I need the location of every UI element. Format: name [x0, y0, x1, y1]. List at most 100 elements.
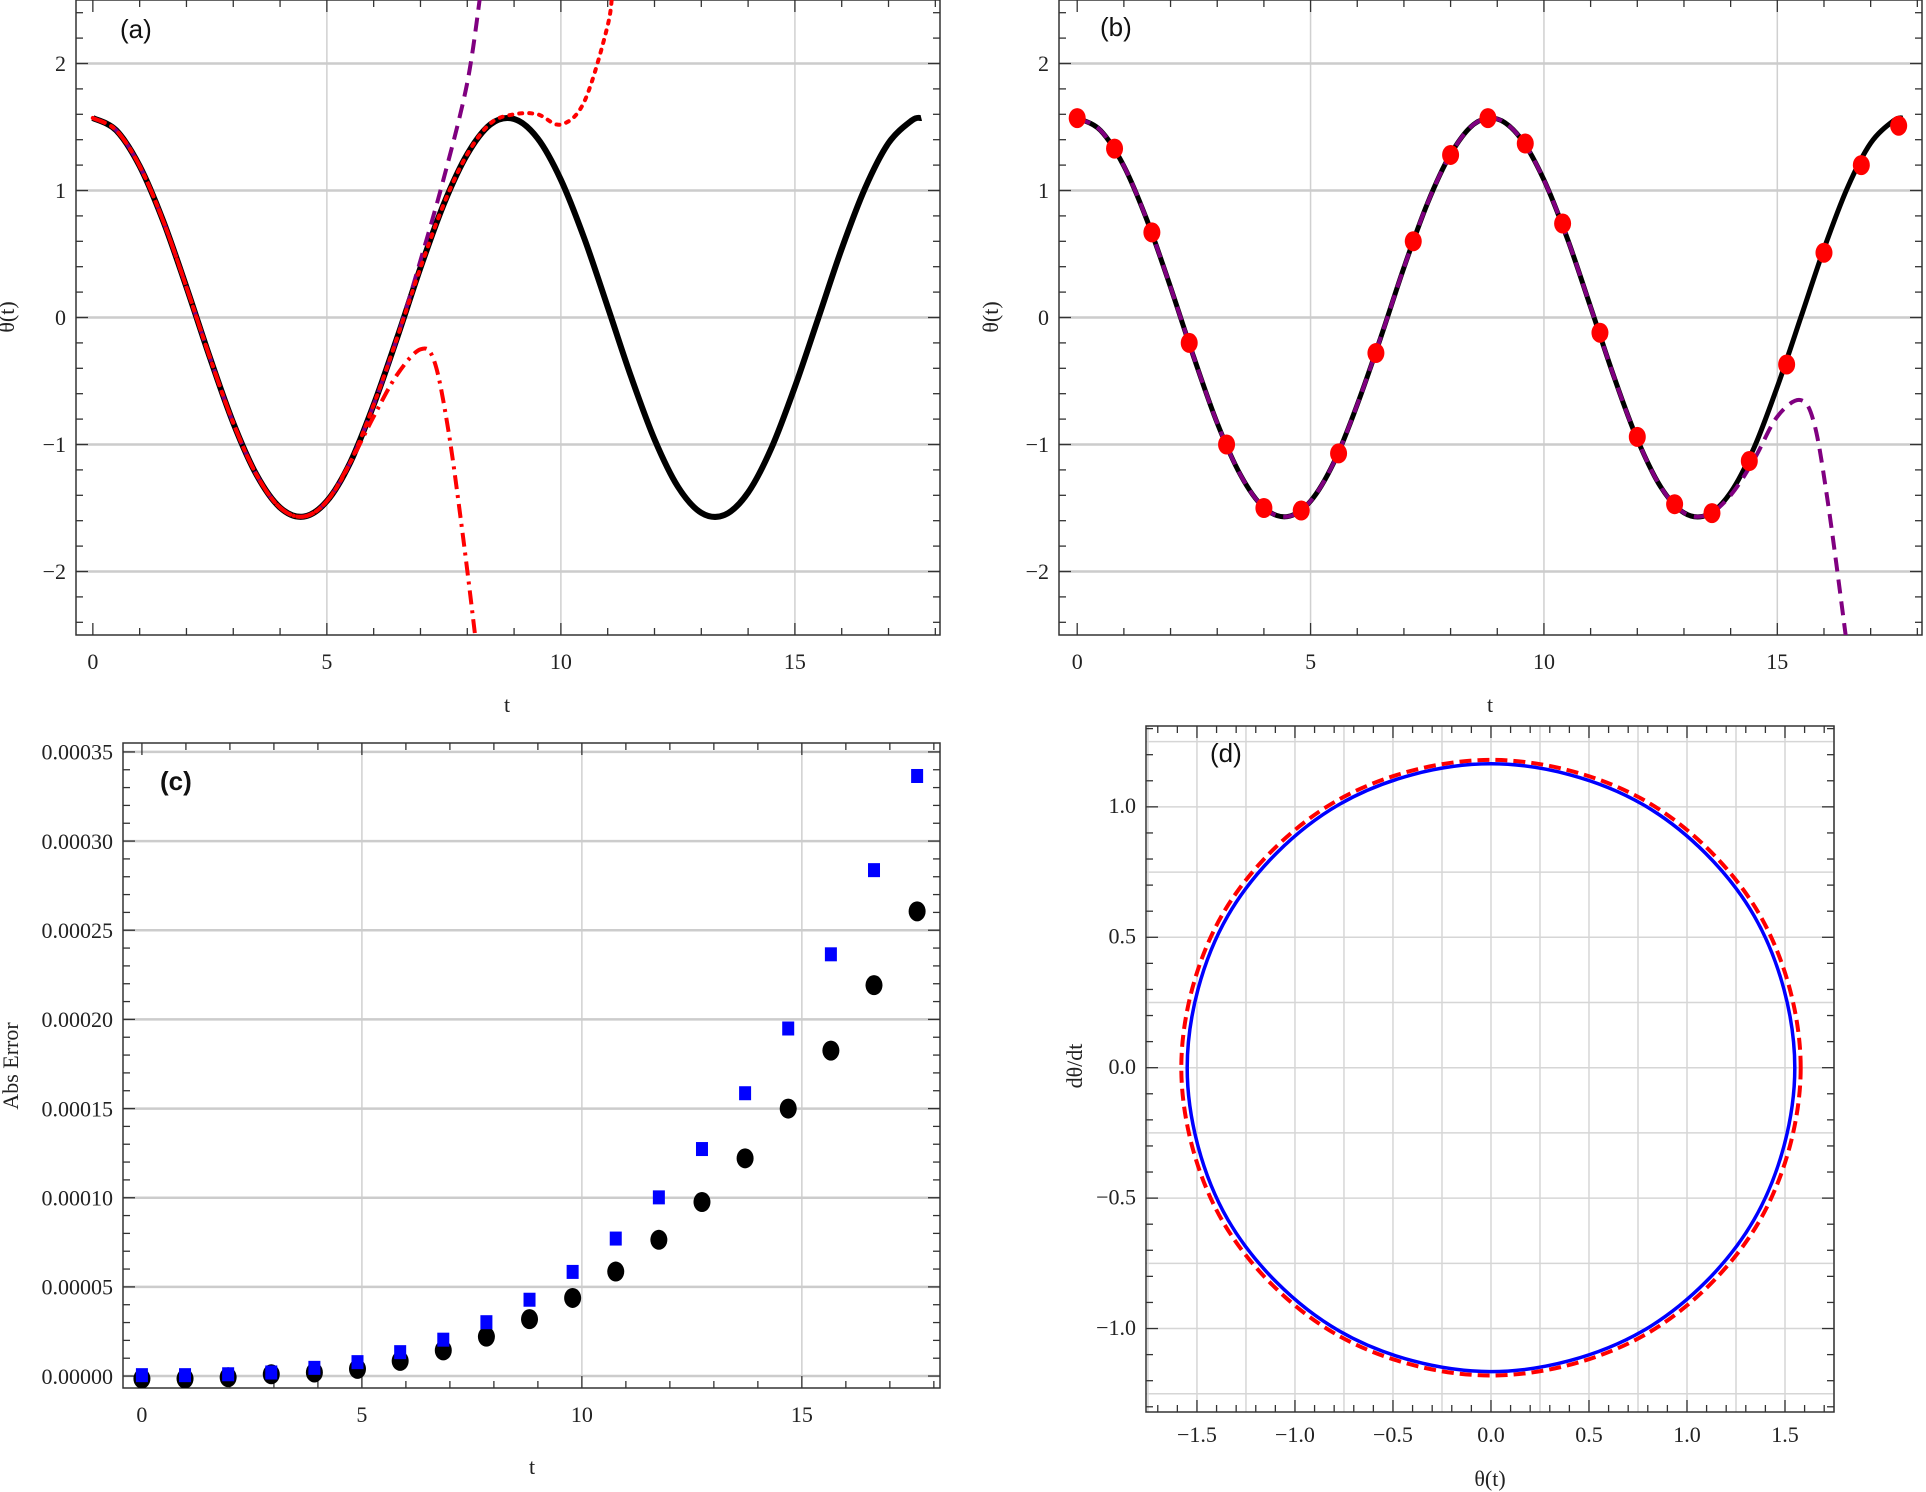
data-point — [739, 1086, 752, 1101]
data-point — [1330, 443, 1348, 464]
panel-label: (d) — [1210, 738, 1242, 768]
series-group — [133, 768, 926, 1388]
x-tick-label: −0.5 — [1373, 1422, 1413, 1447]
data-point — [1516, 133, 1534, 154]
panel-d: −1.5 −1.0 −0.5 0.0 0.5 1.0 1.5 −1.0 −0.5 0.0 0.5 1.… — [1062, 725, 1835, 1491]
data-point — [179, 1368, 192, 1383]
data-point — [1367, 343, 1385, 364]
panel-label: (b) — [1100, 12, 1132, 42]
x-tick-label: 0.0 — [1477, 1422, 1505, 1447]
data-point — [308, 1360, 321, 1375]
data-point — [265, 1365, 278, 1380]
x-tick-label: 0.5 — [1575, 1422, 1603, 1447]
y-tick-label: 1 — [1038, 178, 1049, 203]
data-point — [1180, 332, 1198, 353]
data-point — [607, 1261, 625, 1282]
x-axis-label: θ(t) — [1474, 1466, 1505, 1491]
data-point — [1815, 242, 1833, 263]
y-axis-label: θ(t) — [978, 301, 1003, 332]
data-point — [779, 1098, 797, 1119]
data-point — [911, 768, 924, 783]
x-tick-label: 5 — [1305, 649, 1316, 674]
data-point — [908, 901, 926, 922]
panel-b: 0 5 10 15 −2 −1 0 1 2 t θ(t) (b) — [978, 0, 1923, 717]
data-point — [1143, 222, 1161, 243]
data-point — [1591, 322, 1609, 343]
data-point — [437, 1332, 450, 1347]
y-tick-label: 0.5 — [1109, 924, 1137, 949]
data-point — [1442, 144, 1460, 165]
data-point — [822, 1040, 840, 1061]
series-group — [1179, 757, 1803, 1378]
series-line-1 — [91, 0, 482, 519]
data-point — [736, 1148, 754, 1169]
data-point — [1554, 213, 1572, 234]
y-tick-label: −2 — [1026, 559, 1049, 584]
data-point — [1890, 115, 1908, 136]
data-point — [1479, 108, 1497, 129]
y-axis-label: θ(t) — [0, 301, 19, 332]
y-tick-label: −1 — [1026, 432, 1049, 457]
y-tick-label: 2 — [55, 51, 66, 76]
y-tick-label: 0.00030 — [42, 829, 114, 854]
data-point — [351, 1355, 364, 1370]
data-point — [782, 1021, 795, 1036]
x-tick-label: 5 — [356, 1402, 367, 1427]
data-point — [1778, 354, 1796, 375]
x-tick-label: 15 — [784, 649, 806, 674]
panel-label: (a) — [120, 14, 152, 44]
data-point — [135, 1368, 148, 1383]
y-axis-label: Abs Error — [0, 1022, 23, 1110]
y-tick-label: 0.00025 — [42, 918, 114, 943]
series-line-3 — [91, 116, 478, 635]
data-point — [650, 1229, 668, 1250]
x-tick-label: 5 — [321, 649, 332, 674]
data-point — [695, 1142, 708, 1157]
data-point — [1666, 494, 1684, 515]
y-tick-label: 0.0 — [1109, 1054, 1137, 1079]
y-tick-label: 2 — [1038, 51, 1049, 76]
panel-c: 0 5 10 15 0.00000 0.00005 0.00010 0.00015 0.0002… — [0, 740, 941, 1479]
data-point — [1852, 155, 1870, 176]
x-axis-label: t — [529, 1454, 535, 1479]
x-axis-label: t — [504, 692, 510, 717]
x-axis-label: t — [1487, 692, 1493, 717]
data-point — [566, 1264, 579, 1279]
series-group — [90, 0, 923, 635]
data-point — [1404, 231, 1422, 252]
y-tick-label: −1.0 — [1096, 1315, 1136, 1340]
data-point — [523, 1292, 536, 1307]
data-point — [1292, 500, 1310, 521]
y-tick-label: 0.00000 — [42, 1364, 114, 1389]
panel-label: (c) — [160, 766, 192, 796]
data-point — [1740, 451, 1758, 472]
data-point — [824, 947, 837, 962]
data-point — [865, 975, 883, 996]
data-point — [521, 1309, 539, 1330]
data-point — [652, 1190, 665, 1205]
data-point — [480, 1315, 493, 1330]
y-tick-label: −0.5 — [1096, 1184, 1136, 1209]
x-tick-label: 10 — [571, 1402, 593, 1427]
y-tick-label: 0.00020 — [42, 1007, 114, 1032]
x-tick-label: −1.5 — [1177, 1422, 1217, 1447]
y-tick-label: 0.00015 — [42, 1096, 114, 1121]
x-tick-label: −1.0 — [1275, 1422, 1315, 1447]
series-group — [1068, 108, 1908, 635]
y-tick-label: 0.00005 — [42, 1275, 114, 1300]
y-tick-label: 0 — [1038, 305, 1049, 330]
data-point — [1255, 498, 1273, 518]
y-tick-label: 0.00035 — [42, 740, 114, 765]
data-point — [609, 1231, 622, 1246]
data-point — [222, 1367, 235, 1382]
x-tick-label: 10 — [550, 649, 572, 674]
y-tick-label: −1 — [43, 432, 66, 457]
x-tick-label: 0 — [87, 649, 98, 674]
x-tick-label: 15 — [1766, 649, 1788, 674]
data-point — [394, 1345, 407, 1360]
data-point — [1218, 434, 1236, 455]
y-tick-label: 1.0 — [1109, 793, 1137, 818]
data-point — [564, 1287, 582, 1308]
